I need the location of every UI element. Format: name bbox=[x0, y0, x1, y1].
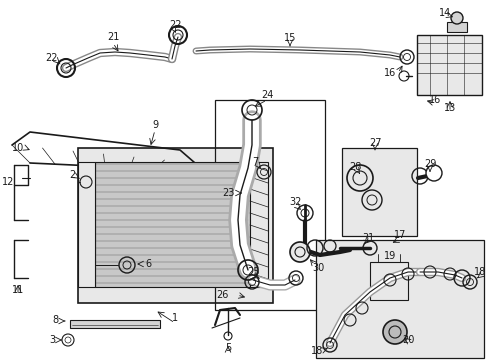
Text: 15: 15 bbox=[283, 33, 296, 43]
Bar bbox=[315, 240, 483, 358]
Text: 3: 3 bbox=[49, 335, 55, 345]
Text: 11: 11 bbox=[12, 285, 24, 295]
Bar bbox=[95, 162, 249, 287]
Text: 21: 21 bbox=[106, 32, 119, 42]
Bar bbox=[78, 148, 272, 303]
Bar bbox=[416, 35, 481, 95]
Bar bbox=[78, 162, 95, 287]
Text: 30: 30 bbox=[311, 263, 324, 273]
Text: 9: 9 bbox=[152, 120, 158, 130]
Text: 29: 29 bbox=[423, 159, 435, 169]
Circle shape bbox=[450, 12, 462, 24]
Text: 24: 24 bbox=[260, 90, 273, 100]
Text: 5: 5 bbox=[224, 343, 231, 353]
Text: 22: 22 bbox=[46, 53, 58, 63]
Bar bbox=[70, 320, 160, 328]
Text: 16: 16 bbox=[428, 95, 440, 105]
Text: 22: 22 bbox=[168, 20, 181, 30]
Bar bbox=[215, 100, 325, 310]
Text: 7: 7 bbox=[251, 157, 258, 167]
Text: 18: 18 bbox=[310, 346, 323, 356]
Text: 6: 6 bbox=[144, 259, 151, 269]
Text: 23: 23 bbox=[222, 188, 234, 198]
Text: 18: 18 bbox=[473, 267, 485, 277]
Text: 32: 32 bbox=[288, 197, 301, 207]
Text: 2: 2 bbox=[69, 170, 75, 180]
Bar bbox=[446, 22, 466, 32]
Text: 8: 8 bbox=[52, 315, 58, 325]
Text: 19: 19 bbox=[383, 251, 395, 261]
Text: 20: 20 bbox=[401, 335, 413, 345]
Text: 25: 25 bbox=[246, 267, 259, 277]
Text: 1: 1 bbox=[172, 313, 178, 323]
Text: 10: 10 bbox=[12, 143, 24, 153]
Text: 31: 31 bbox=[361, 233, 373, 243]
Bar bbox=[341, 148, 416, 236]
Text: 16: 16 bbox=[383, 68, 395, 78]
Text: 27: 27 bbox=[368, 138, 381, 148]
Circle shape bbox=[382, 320, 406, 344]
Text: 14: 14 bbox=[438, 8, 450, 18]
Bar bbox=[249, 162, 267, 287]
Text: 13: 13 bbox=[443, 103, 455, 113]
Text: 28: 28 bbox=[348, 162, 361, 172]
Text: 12: 12 bbox=[2, 177, 14, 187]
Circle shape bbox=[289, 242, 309, 262]
Text: 26: 26 bbox=[215, 290, 228, 300]
Bar bbox=[369, 262, 407, 300]
Text: 17: 17 bbox=[393, 230, 406, 240]
Circle shape bbox=[425, 165, 441, 181]
